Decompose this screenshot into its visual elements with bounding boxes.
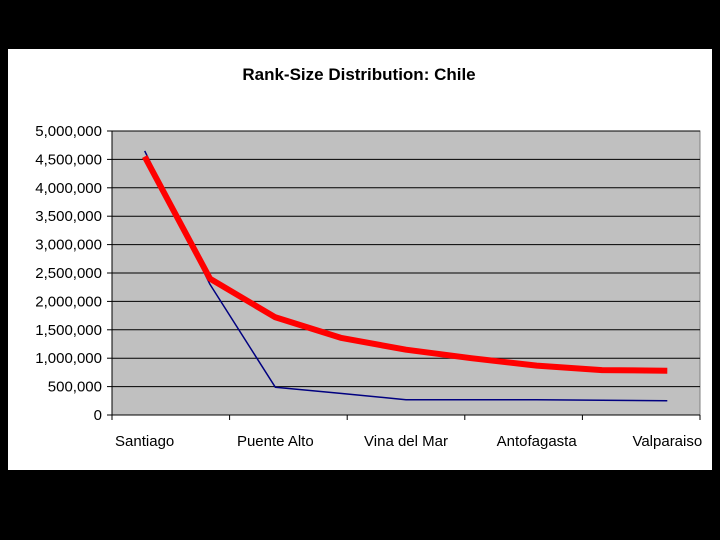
- chart-card: Rank-Size Distribution: Chile 0 500,000 1,…: [8, 49, 712, 470]
- y-tick-label: 2,000,000: [35, 293, 102, 310]
- series-line-1: [144, 150, 668, 402]
- line-chart: Rank-Size Distribution: Chile 0 500,000 1,…: [35, 65, 702, 450]
- series-line-2: [142, 155, 668, 374]
- y-tick-label: 0: [94, 407, 102, 424]
- x-tick-label: Antofagasta: [497, 433, 578, 450]
- y-tick-label: 3,500,000: [35, 208, 102, 225]
- chart-title: Rank-Size Distribution: Chile: [242, 65, 475, 84]
- x-tick-label: Valparaiso: [632, 433, 702, 450]
- y-tick-label: 4,000,000: [35, 180, 102, 197]
- y-tick-label: 2,500,000: [35, 265, 102, 282]
- y-tick-label: 1,500,000: [35, 322, 102, 339]
- y-tick-label: 4,500,000: [35, 151, 102, 168]
- x-tick-label: Vina del Mar: [364, 433, 448, 450]
- x-tick-label: Puente Alto: [237, 433, 314, 450]
- plot-area: 0 500,000 1,000,000 1,500,000 2,000,000 2,500…: [35, 123, 702, 450]
- x-tick-label: Santiago: [115, 433, 174, 450]
- y-tick-label: 500,000: [48, 379, 102, 396]
- y-tick-label: 5,000,000: [35, 123, 102, 140]
- y-tick-label: 3,000,000: [35, 237, 102, 254]
- y-tick-label: 1,000,000: [35, 350, 102, 367]
